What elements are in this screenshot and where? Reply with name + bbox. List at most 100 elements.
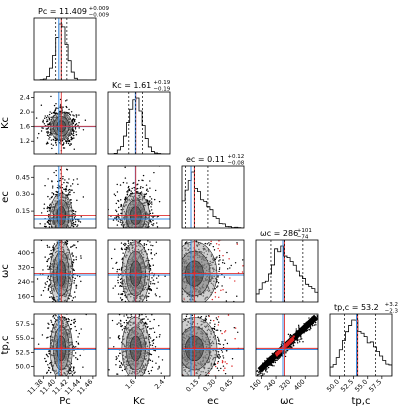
sample-point [139, 237, 140, 238]
sample-point [72, 134, 74, 137]
sample-point [84, 119, 87, 121]
sample-point [199, 238, 200, 239]
sample-point [51, 187, 54, 189]
sample-point [48, 213, 50, 216]
sample-point [149, 267, 152, 270]
sample-point [50, 134, 52, 136]
sample-point [168, 295, 169, 296]
sample-point [75, 116, 78, 118]
sample-point [64, 230, 65, 231]
sample-point [191, 237, 192, 238]
sample-point [210, 243, 212, 245]
sample-point [176, 240, 177, 241]
sample-point [71, 299, 74, 302]
sample-point [82, 129, 85, 131]
sample-point [72, 368, 75, 370]
sample-point [198, 234, 199, 235]
sample-point [175, 256, 176, 257]
sample-point [226, 251, 228, 254]
sample-point [122, 181, 125, 184]
sample-point [179, 232, 180, 233]
sample-point [57, 304, 58, 305]
sample-point [204, 242, 206, 245]
sample-point [64, 231, 65, 232]
sample-point [62, 316, 64, 318]
sample-point [50, 249, 52, 252]
sample-point [139, 231, 140, 232]
sample-point [137, 233, 138, 234]
sample-point [120, 212, 122, 215]
sample-point [55, 233, 56, 234]
sample-point [59, 238, 60, 239]
sample-point [218, 268, 221, 271]
sample-point [142, 234, 143, 235]
sample-point [72, 114, 74, 116]
sample-point [199, 233, 200, 234]
sample-point [49, 296, 51, 299]
sample-point [228, 258, 230, 260]
sample-point [120, 293, 122, 296]
sample-point [206, 243, 208, 245]
sample-point [147, 295, 150, 298]
sample-point [143, 193, 145, 196]
sample-point [69, 306, 70, 307]
sample-point [62, 233, 63, 234]
sample-point [172, 300, 173, 301]
sample-point [146, 237, 147, 238]
sample-point [150, 289, 153, 292]
sample-point [168, 260, 169, 261]
sample-point [219, 259, 221, 261]
sample-point [74, 320, 77, 323]
sample-point [60, 234, 61, 235]
sample-point [124, 177, 127, 179]
sample-point [67, 140, 69, 143]
sample-point [222, 254, 224, 257]
sample-point [144, 305, 145, 306]
sample-point [61, 304, 62, 305]
sample-point [149, 269, 152, 271]
sample-point [145, 193, 147, 196]
sample-point [151, 314, 153, 316]
sample-point [67, 237, 68, 238]
panel-frame [33, 313, 97, 377]
sample-point [178, 253, 179, 254]
sample-point [120, 325, 122, 327]
sample-point [70, 136, 72, 138]
sample-point [120, 281, 122, 284]
sample-point [126, 235, 127, 236]
sample-point [70, 372, 72, 375]
sample-point [117, 213, 119, 215]
sample-point [179, 273, 180, 274]
sample-point [218, 256, 221, 259]
sample-point [48, 319, 49, 320]
sample-point [43, 207, 45, 210]
sample-point [48, 210, 51, 212]
sample-point [127, 242, 130, 244]
histogram-step [256, 245, 318, 302]
sample-point [154, 189, 157, 192]
sample-point [119, 221, 122, 223]
sample-point [135, 302, 136, 303]
sample-point [52, 316, 54, 318]
sample-point [225, 291, 227, 294]
sample-point [127, 191, 129, 193]
sample-point [75, 341, 78, 343]
panel-frame [33, 165, 97, 229]
sample-point [174, 294, 175, 295]
sample-point [52, 234, 53, 235]
sample-point [69, 232, 70, 233]
sample-point [71, 371, 73, 373]
sample-point [63, 236, 64, 237]
sample-point [177, 300, 178, 301]
sample-point [52, 246, 54, 248]
sample-point [68, 191, 70, 193]
sample-point [47, 130, 49, 133]
sample-point [68, 320, 70, 323]
sample-point [118, 377, 119, 378]
sample-point [56, 235, 57, 236]
sample-point [146, 188, 148, 190]
sample-point [42, 121, 44, 123]
sample-point [75, 287, 77, 289]
sample-point [123, 243, 125, 246]
sample-point [60, 234, 61, 235]
